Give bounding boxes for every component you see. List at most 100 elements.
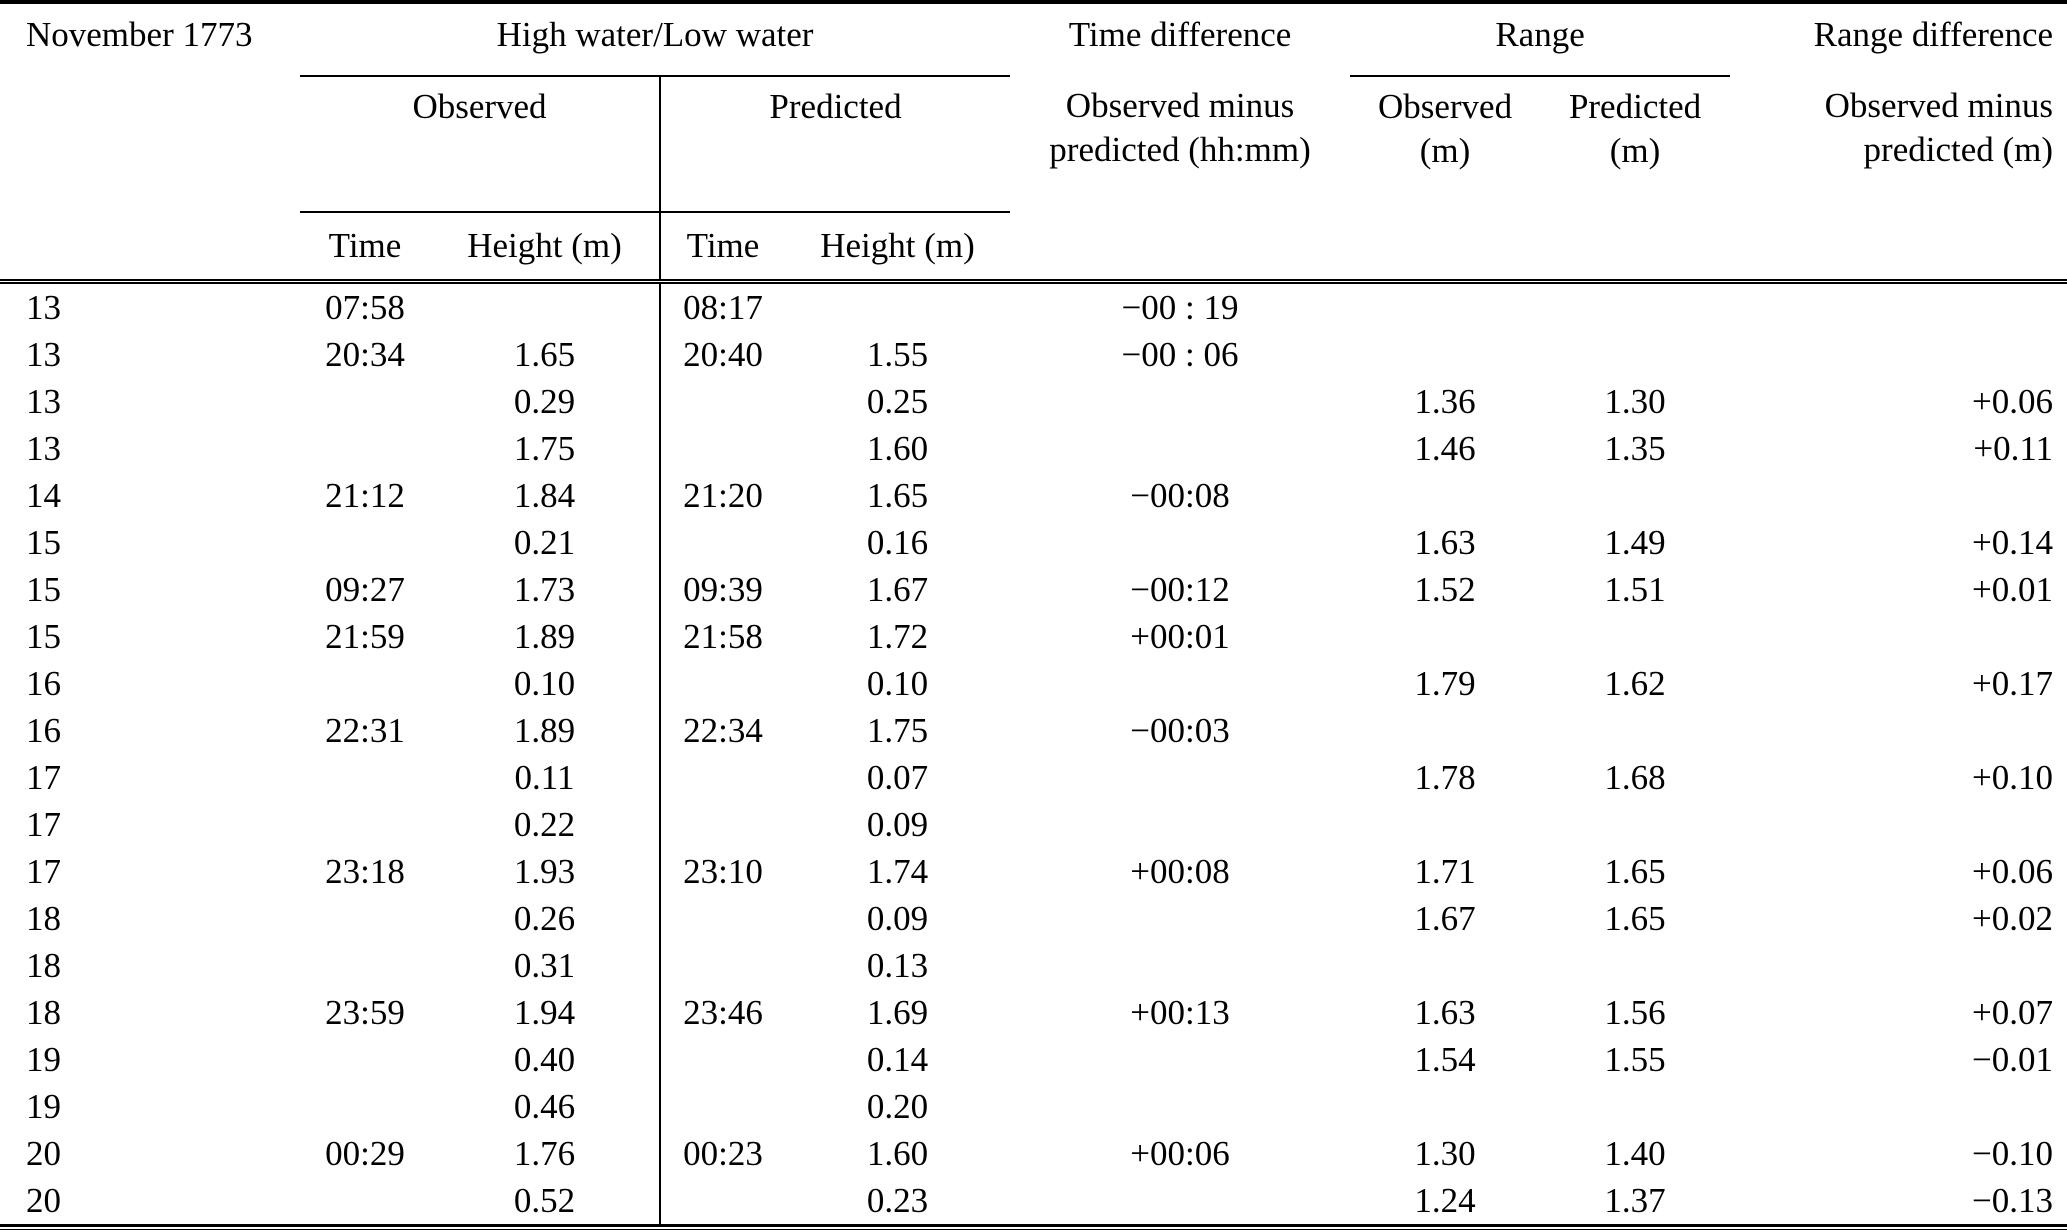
cell-time-difference bbox=[1010, 801, 1350, 848]
cell-observed-height: 1.93 bbox=[430, 848, 661, 895]
header-high-low-water: High water/Low water bbox=[300, 2, 1011, 77]
cell-predicted-time: 09:39 bbox=[683, 570, 763, 609]
header-range-predicted-line1: Predicted bbox=[1568, 87, 1702, 126]
cell-predicted-height: 0.09 bbox=[866, 899, 929, 938]
cell-time-difference: −00:08 bbox=[1130, 476, 1230, 515]
cell-range-predicted: 1.62 bbox=[1604, 664, 1666, 703]
cell-range-predicted bbox=[1540, 282, 1730, 332]
cell-time-difference: +00:06 bbox=[1130, 1134, 1230, 1173]
cell-observed-time bbox=[300, 1036, 430, 1083]
cell-predicted-height: 0.16 bbox=[866, 523, 929, 562]
cell-predicted-height: 1.75 bbox=[866, 711, 929, 750]
table-row: 18 0.26 0.09 1.67 1.65 +0.02 bbox=[0, 895, 2067, 942]
table-row: 19 0.46 0.20 bbox=[0, 1083, 2067, 1130]
cell-range-observed bbox=[1350, 613, 1540, 660]
cell-predicted-height: 1.55 bbox=[866, 335, 929, 374]
cell-observed-time: 09:27 bbox=[325, 570, 405, 609]
cell-range-observed: 1.36 bbox=[1414, 382, 1476, 421]
header-group-row: November 1773 High water/Low water Time … bbox=[0, 2, 2067, 77]
cell-day: 20 bbox=[26, 1181, 61, 1220]
cell-range-predicted: 1.49 bbox=[1604, 523, 1666, 562]
cell-observed-height: 1.75 bbox=[430, 425, 661, 472]
cell-range-observed bbox=[1350, 942, 1540, 989]
cell-predicted-time: 22:34 bbox=[683, 711, 763, 750]
table-row: 14 21:12 1.84 21:20 1.65 −00:08 bbox=[0, 472, 2067, 519]
cell-time-difference bbox=[1010, 1083, 1350, 1130]
cell-observed-height: 1.84 bbox=[430, 472, 661, 519]
header-observed-height: Height (m) bbox=[430, 212, 661, 284]
cell-range-predicted bbox=[1540, 942, 1730, 989]
cell-observed-time bbox=[300, 942, 430, 989]
cell-range-observed: 1.63 bbox=[1414, 523, 1476, 562]
header-sub-row: Observed Predicted Observed minus predict… bbox=[0, 76, 2067, 213]
table-row: 19 0.40 0.14 1.54 1.55 −0.01 bbox=[0, 1036, 2067, 1083]
table-row: 17 23:18 1.93 23:10 1.74 +00:08 1.71 1.65 +0.06 bbox=[0, 848, 2067, 895]
cell-observed-time bbox=[300, 660, 430, 707]
cell-range-difference: +0.06 bbox=[1972, 852, 2054, 891]
header-predicted-height: Height (m) bbox=[785, 212, 1011, 284]
cell-predicted-time: 08:17 bbox=[683, 288, 763, 327]
header-observed: Observed bbox=[300, 76, 661, 213]
cell-predicted-height: 0.20 bbox=[866, 1087, 929, 1126]
cell-predicted-height: 0.25 bbox=[866, 382, 929, 421]
cell-predicted-time bbox=[660, 801, 785, 848]
cell-day: 14 bbox=[26, 476, 61, 515]
cell-range-difference: +0.14 bbox=[1972, 523, 2054, 562]
header-column-row: Time Height (m) Time Height (m) bbox=[0, 212, 2067, 284]
cell-range-predicted: 1.65 bbox=[1604, 852, 1666, 891]
cell-predicted-time: 00:23 bbox=[683, 1134, 763, 1173]
table-header: November 1773 High water/Low water Time … bbox=[0, 2, 2067, 284]
cell-range-predicted bbox=[1540, 1083, 1730, 1130]
cell-observed-time: 21:12 bbox=[325, 476, 405, 515]
cell-range-predicted bbox=[1540, 801, 1730, 848]
cell-range-difference bbox=[1730, 472, 2067, 519]
cell-observed-time bbox=[300, 754, 430, 801]
cell-predicted-height: 1.67 bbox=[866, 570, 929, 609]
cell-time-difference bbox=[1010, 942, 1350, 989]
table-row: 20 0.52 0.23 1.24 1.37 −0.13 bbox=[0, 1177, 2067, 1228]
cell-day: 18 bbox=[26, 946, 61, 985]
cell-range-predicted: 1.30 bbox=[1604, 382, 1666, 421]
cell-predicted-time: 20:40 bbox=[683, 335, 763, 374]
cell-day: 15 bbox=[26, 570, 61, 609]
cell-range-observed: 1.71 bbox=[1414, 852, 1476, 891]
cell-time-difference bbox=[1010, 378, 1350, 425]
cell-predicted-height: 0.07 bbox=[866, 758, 929, 797]
cell-range-predicted bbox=[1540, 331, 1730, 378]
cell-day: 17 bbox=[26, 758, 61, 797]
cell-predicted-time bbox=[660, 754, 785, 801]
cell-predicted-height: 1.74 bbox=[866, 852, 929, 891]
table-row: 13 07:58 08:17 −00 : 19 bbox=[0, 281, 2067, 332]
cell-observed-height: 0.10 bbox=[430, 660, 661, 707]
cell-observed-height: 1.73 bbox=[430, 566, 661, 613]
cell-range-observed bbox=[1350, 801, 1540, 848]
cell-observed-height: 1.76 bbox=[430, 1130, 661, 1177]
cell-range-observed: 1.78 bbox=[1414, 758, 1476, 797]
cell-predicted-height: 0.23 bbox=[866, 1181, 929, 1220]
cell-observed-time: 00:29 bbox=[325, 1134, 405, 1173]
cell-time-difference bbox=[1010, 895, 1350, 942]
cell-predicted-time bbox=[660, 519, 785, 566]
cell-range-difference: −0.13 bbox=[1972, 1181, 2054, 1220]
header-range: Range bbox=[1350, 2, 1731, 77]
cell-range-observed: 1.24 bbox=[1414, 1181, 1476, 1220]
cell-predicted-time bbox=[660, 1036, 785, 1083]
cell-range-predicted bbox=[1540, 613, 1730, 660]
table-body: 13 07:58 08:17 −00 : 19 13 20:34 1.65 20:40 1.55… bbox=[0, 281, 2067, 1228]
cell-observed-time bbox=[300, 519, 430, 566]
cell-predicted-height bbox=[785, 282, 1010, 332]
cell-observed-time: 23:59 bbox=[325, 993, 405, 1032]
header-spacer bbox=[1010, 212, 1351, 284]
cell-predicted-height: 0.14 bbox=[866, 1040, 929, 1079]
header-range-observed-line1: Observed bbox=[1377, 87, 1513, 126]
cell-day: 13 bbox=[26, 429, 61, 468]
cell-range-difference bbox=[1730, 613, 2067, 660]
cell-range-observed: 1.52 bbox=[1414, 570, 1476, 609]
cell-predicted-height: 1.72 bbox=[866, 617, 929, 656]
cell-predicted-height: 1.60 bbox=[866, 1134, 929, 1173]
cell-range-difference bbox=[1730, 707, 2067, 754]
cell-observed-height: 1.65 bbox=[430, 331, 661, 378]
cell-range-predicted: 1.65 bbox=[1604, 899, 1666, 938]
cell-day: 18 bbox=[26, 899, 61, 938]
